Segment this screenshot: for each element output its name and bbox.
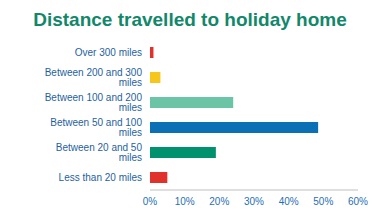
svg-text:20%: 20% [209,196,229,207]
svg-text:40%: 40% [279,196,299,207]
svg-text:Less than 20 miles: Less than 20 miles [59,172,142,183]
svg-text:Between 50 and 100miles: Between 50 and 100miles [50,117,142,138]
svg-text:Over 300 miles: Over 300 miles [75,47,142,58]
html-text:Distance travelled to holiday: Distance travelled to holiday home [33,9,347,30]
svg-text:10%: 10% [175,196,195,207]
svg-text:50%: 50% [313,196,333,207]
svg-text:Between 200 and 300miles: Between 200 and 300miles [45,67,143,88]
svg-text:30%: 30% [244,196,264,207]
svg-text:60%: 60% [348,196,368,207]
svg-text:Between 20 and 50miles: Between 20 and 50miles [56,142,143,163]
svg-text:Between 100 and 200miles: Between 100 and 200miles [45,92,143,113]
svg-text:0%: 0% [143,196,158,207]
